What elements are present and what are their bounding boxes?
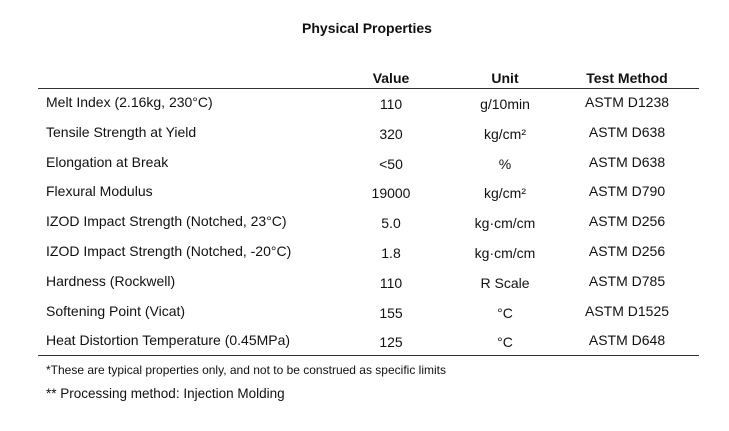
- test-method: ASTM D648: [588, 332, 666, 349]
- value: 1.8: [381, 245, 401, 261]
- unit: kg/cm²: [484, 185, 526, 202]
- column-header: Test Method: [586, 70, 668, 86]
- value: 5.0: [381, 215, 401, 232]
- property-name: Heat Distortion Temperature (0.45MPa): [46, 332, 291, 349]
- test-method: ASTM D790: [588, 183, 666, 200]
- test-method: ASTM D638: [588, 153, 666, 170]
- property-name: IZOD Impact Strength (Notched, 23°C): [46, 213, 287, 230]
- property-name: Melt Index (2.16kg, 230°C): [46, 94, 213, 110]
- test-method: ASTM D1238: [584, 94, 670, 110]
- test-method: ASTM D256: [588, 243, 666, 259]
- unit: kg/cm²: [484, 125, 526, 142]
- property-name: Flexural Modulus: [46, 183, 153, 200]
- table-top-rule: [38, 88, 699, 89]
- value: 125: [379, 334, 403, 351]
- unit: °C: [497, 304, 513, 321]
- test-method: ASTM D638: [588, 123, 666, 140]
- test-method: ASTM D785: [588, 272, 666, 289]
- test-method: ASTM D256: [588, 213, 666, 230]
- column-header: Unit: [491, 70, 519, 86]
- footnote: *These are typical properties only, and …: [46, 363, 446, 377]
- column-header: Value: [372, 70, 410, 86]
- value: 155: [379, 304, 403, 321]
- property-name: Hardness (Rockwell): [46, 272, 176, 289]
- property-name: Tensile Strength at Yield: [46, 123, 197, 140]
- unit: R Scale: [480, 274, 530, 291]
- table-bottom-rule: [38, 355, 699, 356]
- value: 110: [379, 96, 403, 112]
- title: Physical Properties: [302, 20, 432, 36]
- property-name: Elongation at Break: [46, 153, 169, 170]
- test-method: ASTM D1525: [584, 302, 670, 319]
- footnote: ** Processing method: Injection Molding: [46, 386, 285, 401]
- unit: g/10min: [480, 96, 530, 112]
- value: <50: [379, 155, 403, 172]
- value: 19000: [371, 185, 411, 202]
- unit: kg·cm/cm: [474, 245, 536, 261]
- unit: °C: [497, 334, 513, 351]
- unit: kg·cm/cm: [474, 215, 536, 232]
- unit: %: [498, 155, 512, 172]
- value: 320: [379, 125, 403, 142]
- value: 110: [379, 274, 403, 291]
- property-name: IZOD Impact Strength (Notched, -20°C): [46, 243, 292, 259]
- property-name: Softening Point (Vicat): [46, 302, 186, 319]
